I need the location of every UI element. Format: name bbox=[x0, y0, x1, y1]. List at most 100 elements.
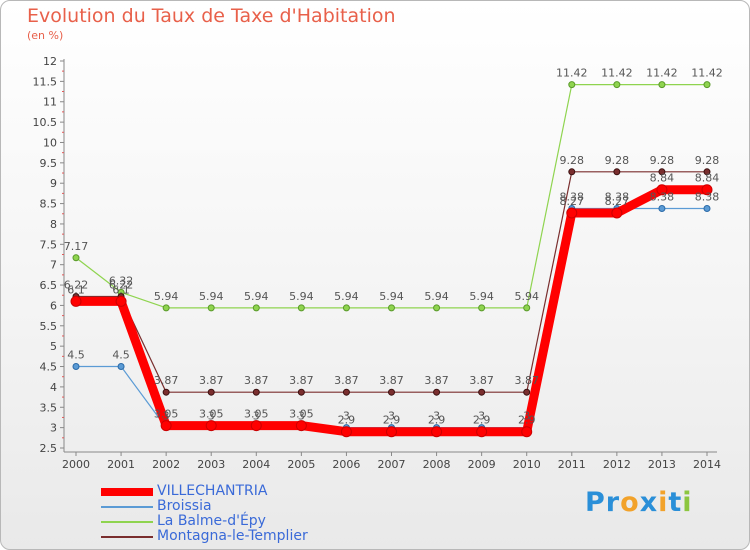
proxiti-logo: Proxiti bbox=[585, 487, 693, 518]
data-label: 8.38 bbox=[560, 190, 585, 203]
x-tick-label: 2008 bbox=[423, 458, 451, 471]
x-tick-label: 2012 bbox=[603, 458, 631, 471]
data-point bbox=[478, 388, 486, 396]
data-label: 5.94 bbox=[199, 290, 224, 303]
data-label: 11.42 bbox=[601, 67, 633, 80]
logo-letter: i bbox=[658, 487, 669, 518]
data-label: 3 bbox=[433, 410, 440, 423]
legend-item: La Balme-d'Épy bbox=[101, 513, 441, 530]
series-1-group bbox=[72, 204, 711, 432]
data-label: 11.42 bbox=[691, 67, 723, 80]
data-point bbox=[252, 388, 260, 396]
data-label: 3.87 bbox=[469, 374, 494, 387]
data-label: 3.87 bbox=[199, 374, 224, 387]
data-point bbox=[388, 388, 395, 396]
x-tick-label: 2009 bbox=[468, 458, 496, 471]
data-point bbox=[523, 388, 531, 396]
legend-label: Montagna-le-Templier bbox=[157, 528, 308, 544]
data-label: 3.87 bbox=[514, 374, 539, 387]
y-tick-label: 5.5 bbox=[40, 320, 58, 333]
data-label: 2.9 bbox=[338, 414, 356, 427]
data-label: 3 bbox=[298, 410, 305, 423]
legend-label: La Balme-d'Épy bbox=[157, 513, 266, 529]
series-0-group bbox=[70, 184, 713, 438]
x-tick-label: 2013 bbox=[648, 458, 676, 471]
legend: VILLECHANTRIA Broissia La Balme-d'Épy Monta… bbox=[101, 483, 441, 545]
data-label: 8.38 bbox=[650, 190, 675, 203]
y-tick-label: 9.5 bbox=[40, 157, 58, 170]
y-tick-label: 12 bbox=[43, 55, 57, 68]
data-label: 4.5 bbox=[112, 349, 130, 362]
y-tick-label: 7.5 bbox=[40, 238, 58, 251]
x-tick-label: 2000 bbox=[62, 458, 90, 471]
data-label: 8.84 bbox=[695, 172, 720, 185]
data-point bbox=[433, 388, 441, 396]
x-tick-label: 2002 bbox=[152, 458, 180, 471]
data-label: 3 bbox=[523, 410, 530, 423]
data-label: 6.1 bbox=[67, 283, 85, 296]
data-point bbox=[703, 81, 711, 89]
data-point bbox=[342, 388, 350, 396]
data-label: 3.05 bbox=[199, 408, 224, 421]
data-point bbox=[207, 304, 215, 312]
data-label: 3.87 bbox=[289, 374, 314, 387]
data-label: 3.87 bbox=[244, 374, 269, 387]
data-point bbox=[386, 426, 397, 438]
data-point bbox=[205, 420, 217, 432]
data-label: 3 bbox=[478, 410, 485, 423]
data-label: 8.38 bbox=[695, 190, 720, 203]
x-tick-label: 2003 bbox=[197, 458, 225, 471]
data-label: 5.94 bbox=[154, 290, 179, 303]
data-point bbox=[611, 207, 623, 219]
data-point bbox=[297, 304, 305, 312]
data-label: 8.27 bbox=[560, 195, 585, 208]
y-tick-label: 5 bbox=[50, 340, 57, 353]
y-tick-label: 2.5 bbox=[40, 442, 58, 455]
data-label: 3.05 bbox=[244, 408, 269, 421]
data-label: 3 bbox=[208, 410, 215, 423]
data-label: 7.17 bbox=[64, 240, 89, 253]
data-label: 9.28 bbox=[650, 154, 675, 167]
data-point bbox=[388, 304, 395, 312]
y-tick-label: 11 bbox=[43, 96, 57, 109]
data-label: 9.28 bbox=[560, 154, 585, 167]
data-label: 8.27 bbox=[605, 195, 630, 208]
legend-swatch bbox=[101, 536, 153, 538]
data-label: 2.9 bbox=[383, 414, 401, 427]
y-tick-label: 9 bbox=[50, 177, 57, 190]
data-point bbox=[476, 426, 488, 438]
data-label: 5.94 bbox=[514, 290, 539, 303]
data-label: 3 bbox=[163, 410, 170, 423]
chart-title: Evolution du Taux de Taxe d'Habitation bbox=[27, 5, 396, 27]
legend-item: Montagna-le-Templier bbox=[101, 528, 441, 545]
data-point bbox=[342, 304, 350, 312]
data-point bbox=[160, 420, 172, 432]
logo-letter: t bbox=[668, 487, 683, 518]
data-point bbox=[295, 420, 307, 432]
y-tick-label: 10 bbox=[43, 136, 57, 149]
data-label: 5.94 bbox=[289, 290, 314, 303]
x-tick-label: 2001 bbox=[107, 458, 135, 471]
x-tick-label: 2004 bbox=[242, 458, 270, 471]
data-label: 3 bbox=[253, 410, 260, 423]
data-label: 4.5 bbox=[67, 349, 85, 362]
data-point bbox=[72, 363, 80, 371]
data-point bbox=[72, 254, 80, 262]
data-point bbox=[162, 304, 170, 312]
y-tick-label: 4 bbox=[50, 381, 57, 394]
y-tick-label: 7 bbox=[50, 259, 57, 272]
y-tick-label: 8 bbox=[50, 218, 57, 231]
y-tick-label: 11.5 bbox=[33, 75, 58, 88]
y-tick-label: 6 bbox=[50, 299, 57, 312]
y-tick-label: 10.5 bbox=[33, 116, 58, 129]
logo-letter: o bbox=[620, 487, 640, 518]
y-tick-label: 3 bbox=[50, 422, 57, 435]
data-point bbox=[340, 426, 352, 438]
y-tick-label: 8.5 bbox=[40, 198, 58, 211]
data-label: 5.94 bbox=[379, 290, 404, 303]
data-label: 9.28 bbox=[695, 154, 720, 167]
data-point bbox=[117, 363, 125, 371]
data-point bbox=[703, 168, 711, 176]
